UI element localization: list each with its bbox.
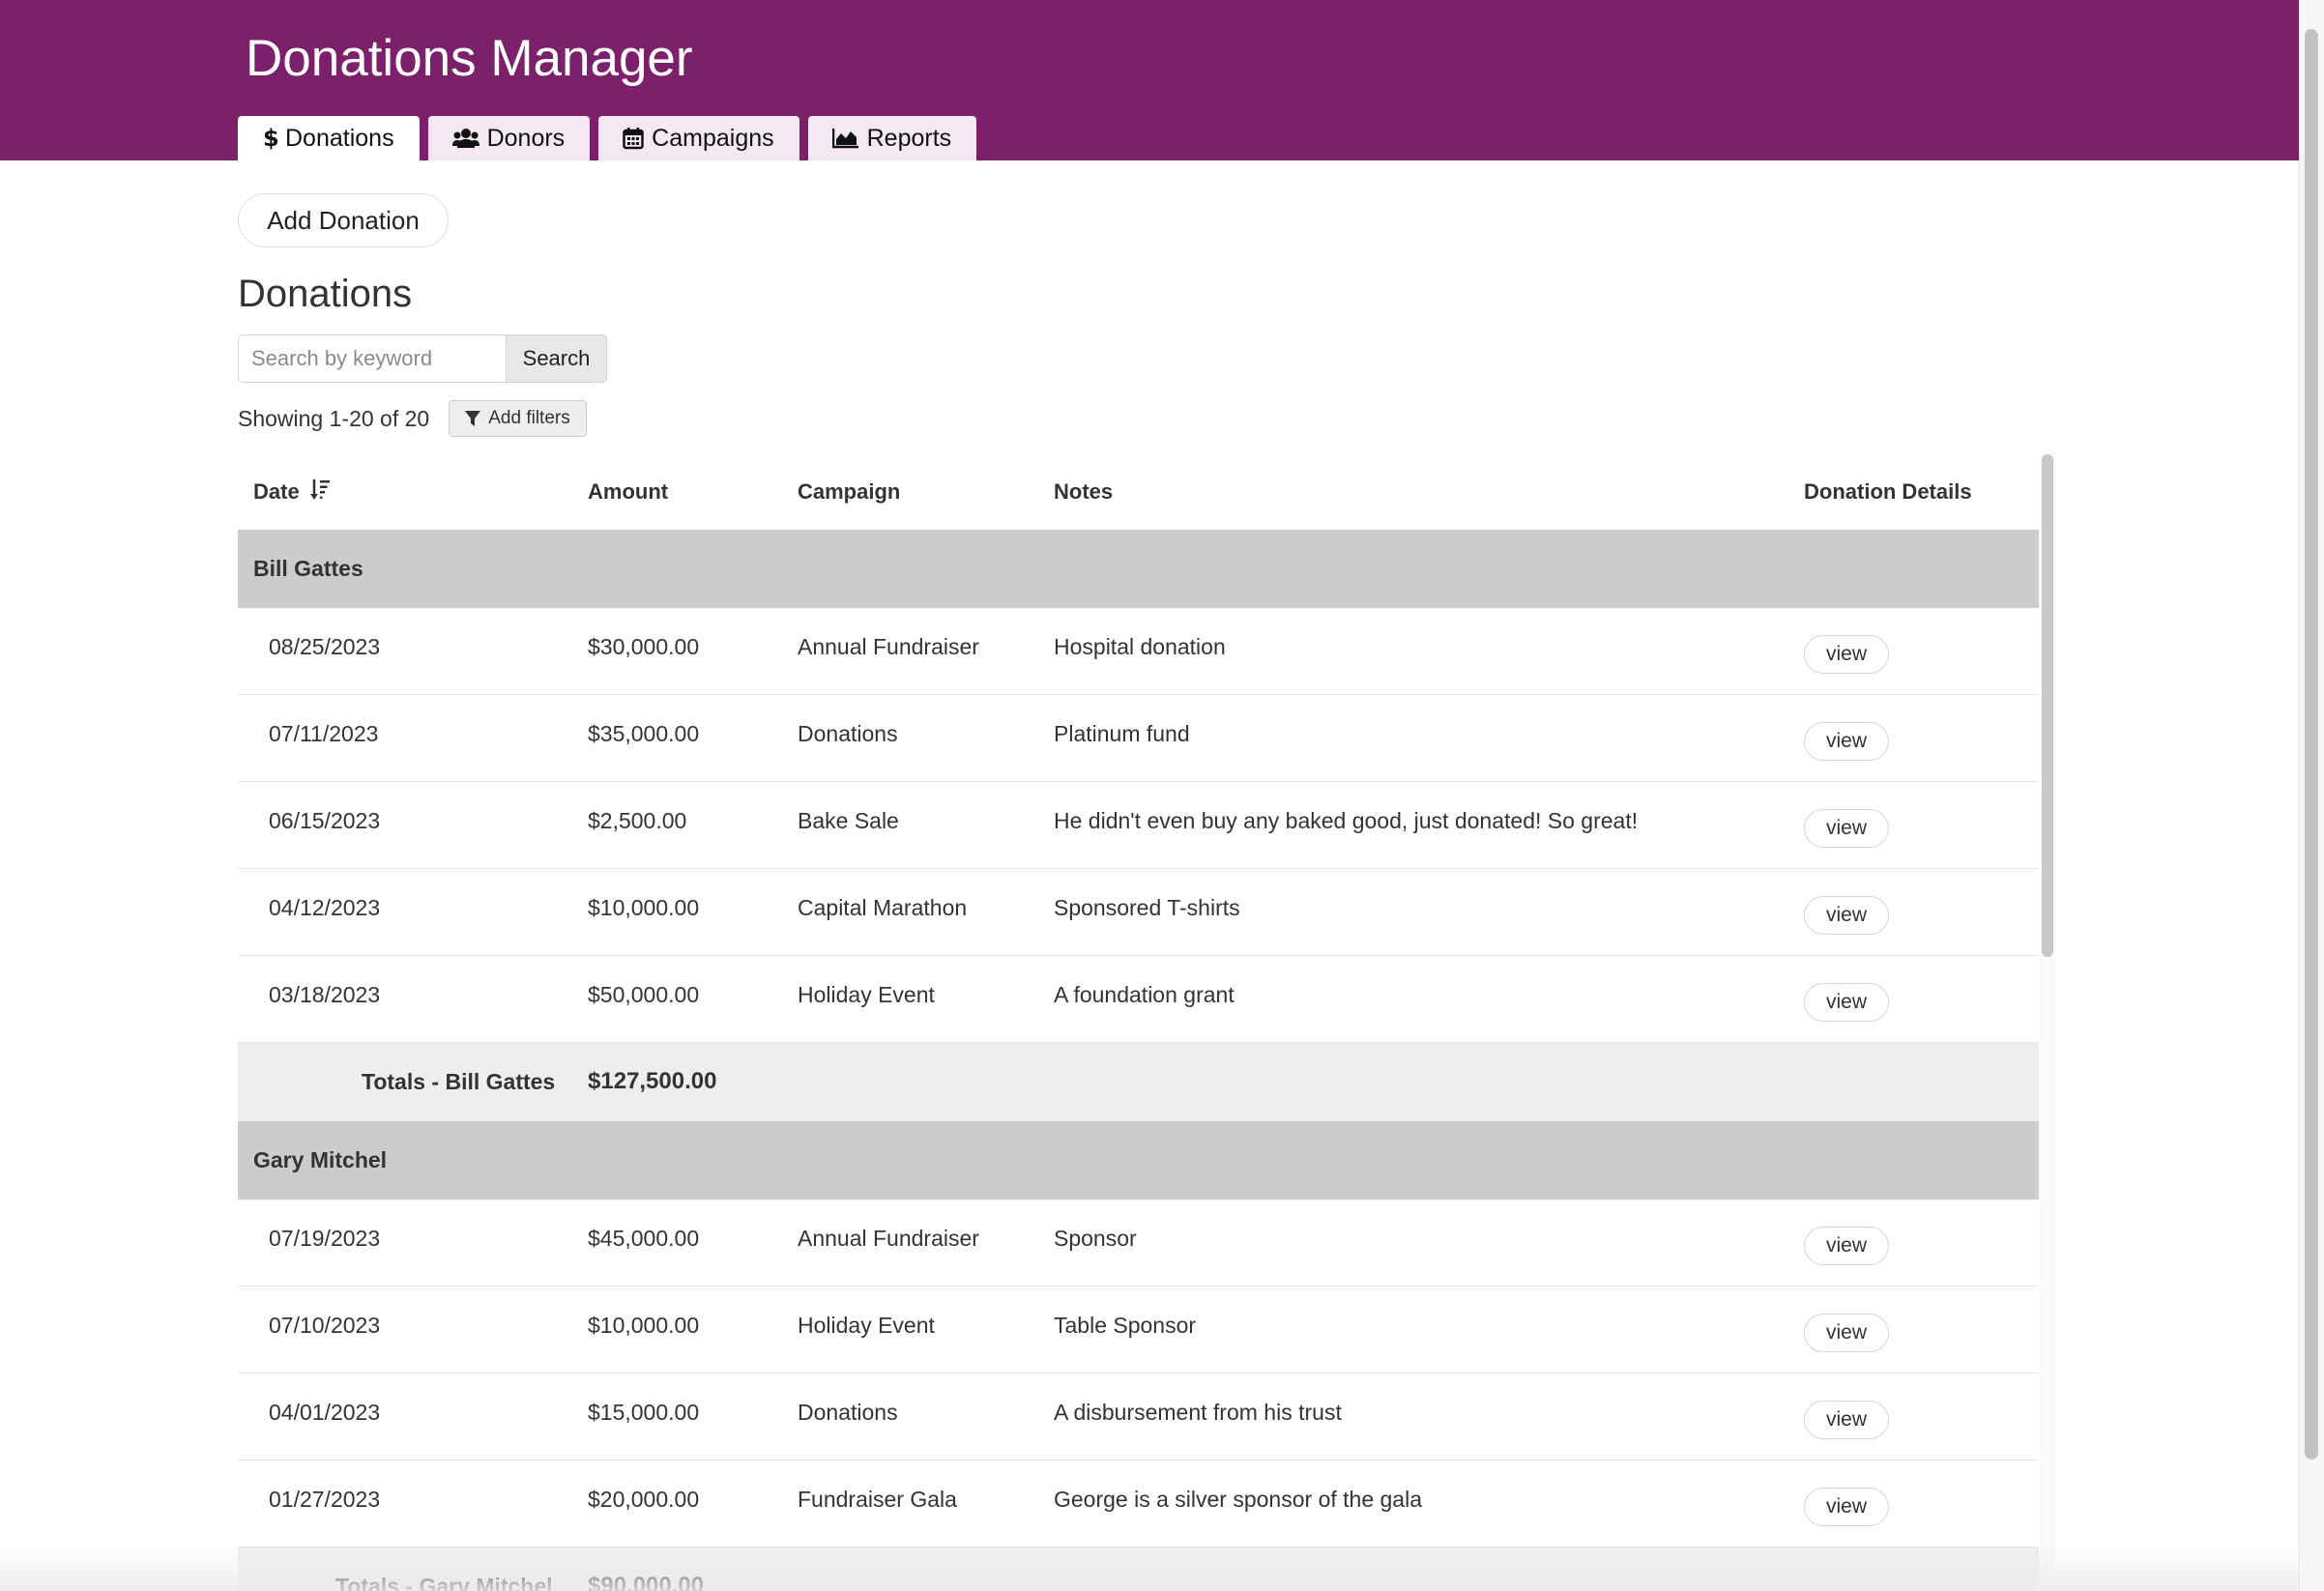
totals-label: Totals - Gary Mitchel xyxy=(335,1574,553,1591)
cell-amount: $35,000.00 xyxy=(588,721,700,746)
totals-row: Totals - Bill Gattes $127,500.00 xyxy=(238,1043,2039,1121)
tab-label: Donations xyxy=(285,124,394,152)
view-button[interactable]: view xyxy=(1804,1488,1889,1526)
cell-amount: $50,000.00 xyxy=(588,982,700,1007)
view-button[interactable]: view xyxy=(1804,809,1889,848)
column-header-campaign: Campaign xyxy=(798,479,901,504)
app-header: Donations Manager $ Donations Donors xyxy=(0,0,2299,160)
cell-amount: $10,000.00 xyxy=(588,1313,700,1338)
filter-icon xyxy=(465,411,481,426)
cell-campaign: Bake Sale xyxy=(798,808,899,833)
tab-label: Reports xyxy=(866,124,952,152)
table-header: Date Amount Campaign Notes Donation Deta… xyxy=(238,456,2039,530)
view-button[interactable]: view xyxy=(1804,722,1889,761)
table-row: 01/27/2023 $20,000.00 Fundraiser Gala Ge… xyxy=(238,1461,2039,1548)
cell-amount: $15,000.00 xyxy=(588,1400,700,1425)
view-button[interactable]: view xyxy=(1804,635,1889,674)
tab-label: Donors xyxy=(486,124,566,152)
view-button[interactable]: view xyxy=(1804,1227,1889,1265)
add-filters-label: Add filters xyxy=(488,408,570,428)
view-button[interactable]: view xyxy=(1804,983,1889,1022)
cell-notes: Hospital donation xyxy=(1054,634,1226,659)
table-row: 07/11/2023 $35,000.00 Donations Platinum… xyxy=(238,695,2039,782)
totals-amount: $90,000.00 xyxy=(588,1573,705,1591)
table-row: 08/25/2023 $30,000.00 Annual Fundraiser … xyxy=(238,608,2039,695)
cell-date: 03/18/2023 xyxy=(269,982,381,1007)
cell-campaign: Donations xyxy=(798,721,898,746)
column-header-amount: Amount xyxy=(588,479,669,504)
cell-campaign: Holiday Event xyxy=(798,982,935,1007)
group-name: Bill Gattes xyxy=(253,556,363,581)
cell-date: 07/19/2023 xyxy=(269,1226,381,1251)
tab-donors[interactable]: Donors xyxy=(427,116,591,160)
table-row: 03/18/2023 $50,000.00 Holiday Event A fo… xyxy=(238,956,2039,1043)
cell-campaign: Capital Marathon xyxy=(798,895,968,920)
cell-notes: He didn't even buy any baked good, just … xyxy=(1054,808,1639,833)
table-row: 04/01/2023 $15,000.00 Donations A disbur… xyxy=(238,1374,2039,1461)
cell-date: 01/27/2023 xyxy=(269,1487,381,1512)
totals-row: Totals - Gary Mitchel $90,000.00 xyxy=(238,1548,2039,1591)
cell-date: 07/10/2023 xyxy=(269,1313,381,1338)
tab-reports[interactable]: Reports xyxy=(807,116,977,160)
table-row: 07/19/2023 $45,000.00 Annual Fundraiser … xyxy=(238,1200,2039,1287)
donations-table: Date Amount Campaign Notes Donation Deta… xyxy=(238,456,2039,1591)
cell-date: 07/11/2023 xyxy=(269,721,379,746)
cell-amount: $20,000.00 xyxy=(588,1487,700,1512)
view-button[interactable]: view xyxy=(1804,896,1889,935)
cell-notes: A foundation grant xyxy=(1054,982,1235,1007)
cell-notes: Platinum fund xyxy=(1054,721,1190,746)
add-filters-button[interactable]: Add filters xyxy=(449,400,587,437)
search-input[interactable] xyxy=(238,334,507,383)
totals-amount: $127,500.00 xyxy=(588,1068,717,1094)
add-donation-button[interactable]: Add Donation xyxy=(238,193,449,247)
cell-campaign: Annual Fundraiser xyxy=(798,1226,979,1251)
area-chart-icon xyxy=(831,128,859,149)
cell-notes: Sponsor xyxy=(1054,1226,1137,1251)
cell-amount: $2,500.00 xyxy=(588,808,687,833)
cell-date: 04/01/2023 xyxy=(269,1400,381,1425)
table-row: 04/12/2023 $10,000.00 Capital Marathon S… xyxy=(238,869,2039,956)
sort-descending-icon xyxy=(309,479,330,500)
tab-donations[interactable]: $ Donations xyxy=(238,116,420,160)
column-header-donation-details: Donation Details xyxy=(1804,479,1972,504)
cell-amount: $30,000.00 xyxy=(588,634,700,659)
search-button[interactable]: Search xyxy=(506,334,607,383)
cell-notes: George is a silver sponsor of the gala xyxy=(1054,1487,1422,1512)
cell-campaign: Annual Fundraiser xyxy=(798,634,979,659)
column-header-notes: Notes xyxy=(1054,479,1114,504)
cell-notes: Sponsored T-shirts xyxy=(1054,895,1240,920)
view-button[interactable]: view xyxy=(1804,1401,1889,1439)
group-row: Gary Mitchel xyxy=(238,1121,2039,1200)
table-body: Bill Gattes 08/25/2023 $30,000.00 Annual… xyxy=(238,530,2039,1591)
cell-notes: A disbursement from his trust xyxy=(1054,1400,1342,1425)
cell-date: 04/12/2023 xyxy=(269,895,381,920)
table-row: 07/10/2023 $10,000.00 Holiday Event Tabl… xyxy=(238,1287,2039,1374)
result-count: Showing 1-20 of 20 xyxy=(238,406,430,431)
cell-campaign: Fundraiser Gala xyxy=(798,1487,957,1512)
cell-amount: $45,000.00 xyxy=(588,1226,700,1251)
main-tabs: $ Donations Donors xyxy=(238,116,985,160)
page-title: Donations xyxy=(238,273,413,315)
cell-date: 08/25/2023 xyxy=(269,634,381,659)
table-scrollbar[interactable] xyxy=(2042,454,2053,957)
table-row: 06/15/2023 $2,500.00 Bake Sale He didn't… xyxy=(238,782,2039,869)
tab-label: Campaigns xyxy=(652,124,774,152)
cell-campaign: Donations xyxy=(798,1400,898,1425)
dollar-icon: $ xyxy=(262,126,277,151)
column-header-date[interactable]: Date xyxy=(253,477,331,506)
page-scrollbar[interactable] xyxy=(2305,29,2318,1460)
cell-notes: Table Sponsor xyxy=(1054,1313,1197,1338)
totals-label: Totals - Bill Gattes xyxy=(362,1069,556,1094)
app-title: Donations Manager xyxy=(246,30,693,87)
users-icon xyxy=(451,128,479,149)
tab-campaigns[interactable]: Campaigns xyxy=(598,116,799,160)
group-name: Gary Mitchel xyxy=(253,1147,388,1172)
group-row: Bill Gattes xyxy=(238,530,2039,608)
calendar-icon xyxy=(623,127,644,150)
svg-text:$: $ xyxy=(263,126,277,151)
cell-date: 06/15/2023 xyxy=(269,808,381,833)
cell-campaign: Holiday Event xyxy=(798,1313,935,1338)
view-button[interactable]: view xyxy=(1804,1314,1889,1352)
cell-amount: $10,000.00 xyxy=(588,895,700,920)
